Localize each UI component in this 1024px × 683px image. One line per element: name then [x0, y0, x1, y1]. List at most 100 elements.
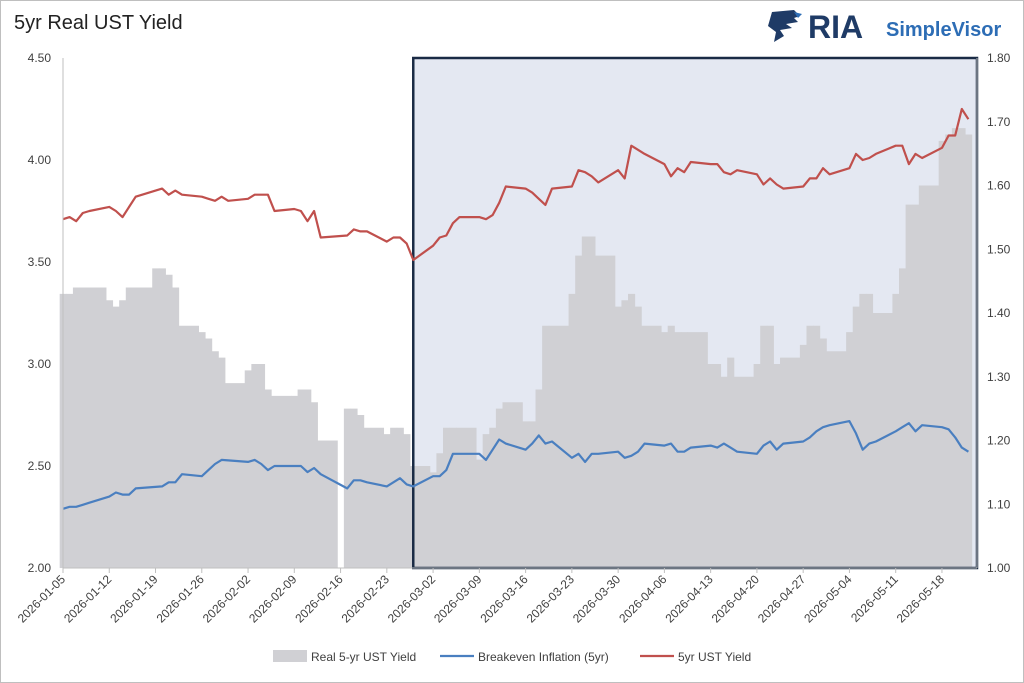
real-yield-bar — [951, 128, 959, 568]
real-yield-bar — [482, 434, 490, 568]
real-yield-bar — [945, 134, 953, 568]
x-axis-tick-label: 2026-03-16 — [477, 572, 531, 626]
eagle-icon — [768, 10, 802, 42]
left-axis-tick-label: 2.50 — [28, 459, 52, 473]
real-yield-bar — [628, 293, 636, 568]
right-axis-tick-label: 1.40 — [987, 306, 1011, 320]
real-yield-bar — [383, 434, 391, 568]
real-yield-bar — [905, 204, 913, 568]
real-yield-bar — [766, 325, 774, 568]
real-yield-bar — [317, 440, 338, 568]
real-yield-bar — [727, 357, 735, 568]
legend-label-nominal: 5yr UST Yield — [678, 650, 751, 664]
real-yield-bar — [310, 402, 318, 568]
right-axis-tick-label: 1.00 — [987, 561, 1011, 575]
real-yield-bar — [218, 357, 226, 568]
real-yield-bar — [409, 466, 431, 568]
x-axis-tick-label: 2026-02-09 — [246, 572, 300, 626]
real-yield-bar — [224, 383, 246, 568]
real-yield-bar — [72, 287, 81, 568]
legend: Real 5-yr UST Yield Breakeven Inflation (… — [273, 650, 751, 664]
real-yield-bar — [865, 293, 874, 568]
right-axis-tick-label: 1.60 — [987, 179, 1011, 193]
real-yield-bar — [965, 134, 973, 568]
real-yield-bar — [528, 421, 537, 568]
real-yield-bar — [251, 364, 259, 568]
real-yield-bar — [350, 408, 358, 568]
x-axis-tick-label: 2026-04-27 — [755, 572, 809, 626]
real-yield-bar — [773, 364, 781, 568]
x-axis-tick-label: 2026-02-16 — [292, 572, 346, 626]
real-yield-bar — [614, 306, 622, 568]
right-axis-tick-label: 1.30 — [987, 370, 1011, 384]
x-axis-tick-label: 2026-02-23 — [339, 572, 393, 626]
real-yield-bar — [674, 332, 682, 568]
real-yield-bar — [535, 389, 543, 568]
real-yield-bar — [165, 274, 173, 568]
real-yield-bar — [152, 268, 160, 568]
real-yield-bar — [271, 395, 292, 568]
x-axis-tick-label: 2026-05-04 — [801, 572, 855, 626]
real-yield-bar — [495, 408, 503, 568]
left-axis-tick-label: 4.00 — [28, 153, 52, 167]
right-axis-tick-label: 1.50 — [987, 242, 1011, 256]
real-yield-bar — [958, 128, 966, 568]
real-yield-bar — [125, 287, 133, 568]
real-yield-bar — [713, 364, 722, 568]
real-yield-bar — [819, 338, 827, 568]
real-yield-bar — [753, 364, 761, 568]
real-yield-bar — [813, 325, 821, 568]
x-axis-tick-label: 2026-01-19 — [107, 572, 161, 626]
real-yield-bar — [257, 364, 266, 568]
real-yield-bar — [476, 459, 484, 568]
real-yield-bar — [205, 338, 213, 568]
real-yield-bar — [443, 427, 451, 568]
real-yield-bar — [436, 453, 444, 568]
x-axis-tick-label: 2026-04-20 — [709, 572, 763, 626]
x-axis-tick-label: 2026-01-12 — [61, 572, 115, 626]
right-axis-tick-label: 1.70 — [987, 115, 1011, 129]
real-yield-bar — [132, 287, 153, 568]
real-yield-bar — [363, 427, 385, 568]
real-yield-bar — [595, 255, 616, 568]
legend-label-real-yield: Real 5-yr UST Yield — [311, 650, 416, 664]
left-axis-tick-label: 2.00 — [28, 561, 52, 575]
real-yield-bar — [403, 434, 411, 568]
x-axis-tick-label: 2026-03-02 — [385, 572, 439, 626]
real-yield-bar — [119, 300, 127, 568]
real-yield-bar — [661, 332, 669, 568]
breakeven-inflation-line — [62, 420, 969, 510]
real-yield-bar — [846, 332, 854, 568]
real-yield-bar — [667, 325, 675, 568]
x-axis-tick-label: 2026-02-02 — [200, 572, 254, 626]
right-axis-tick-label: 1.20 — [987, 434, 1011, 448]
x-axis-tick-label: 2026-05-18 — [894, 572, 948, 626]
real-yield-bar — [581, 236, 589, 568]
real-yield-bar — [826, 351, 847, 568]
real-yield-bar — [912, 204, 920, 568]
real-yield-bar — [872, 313, 893, 568]
real-yield-bar — [489, 427, 497, 568]
real-yield-bar — [396, 427, 404, 568]
real-yield-bar — [641, 325, 662, 568]
logo-product-text: SimpleVisor — [886, 19, 1001, 41]
right-axis-tick-label: 1.10 — [987, 497, 1011, 511]
real-yield-bar — [112, 306, 120, 568]
real-yield-bar — [899, 268, 907, 568]
real-yield-bar — [575, 255, 583, 568]
real-yield-bar — [79, 287, 87, 568]
real-yield-bar — [687, 332, 708, 568]
real-yield-bar — [733, 376, 755, 568]
real-yield-bar — [621, 300, 629, 568]
real-yield-bar — [178, 325, 199, 568]
real-yield-bar — [780, 357, 801, 568]
x-axis-tick-label: 2026-03-30 — [570, 572, 624, 626]
real-yield-bar — [198, 332, 206, 568]
real-yield-bar — [707, 364, 715, 568]
right-axis-tick-label: 1.80 — [987, 51, 1011, 65]
real-yield-bar — [720, 376, 728, 568]
real-yield-bar — [588, 236, 596, 568]
x-axis-tick-label: 2026-05-11 — [848, 572, 901, 625]
real-yield-bar — [304, 389, 312, 568]
